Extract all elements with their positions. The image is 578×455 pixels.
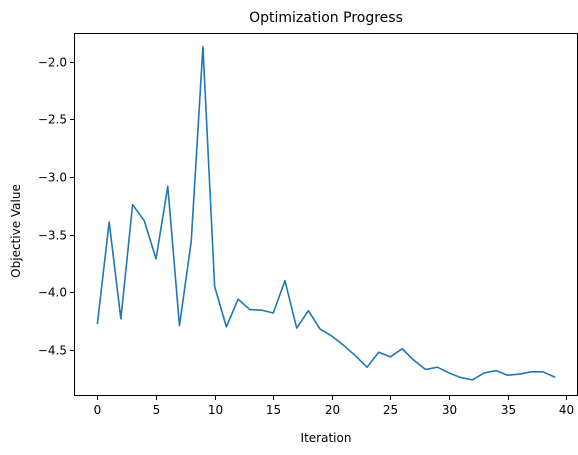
x-tick-label-1: 5 — [153, 403, 161, 417]
x-tick-label-7: 35 — [501, 403, 516, 417]
x-tick-label-0: 0 — [94, 403, 102, 417]
x-tick-label-5: 25 — [383, 403, 398, 417]
axes-frame — [74, 33, 578, 396]
x-tick-label-6: 30 — [442, 403, 457, 417]
x-tick-label-3: 15 — [266, 403, 281, 417]
chart-title: Optimization Progress — [249, 10, 403, 26]
series-line-0 — [96, 46, 556, 381]
plot-area: 0 5 10 15 20 25 30 35 40 −4.5 −4.0 −3.5 −3.0 −2.5 −2.0 — [38, 33, 578, 417]
x-axis-label: Iteration — [301, 431, 352, 445]
y-tick-label-0: −4.5 — [38, 344, 67, 358]
x-tick-label-2: 10 — [208, 403, 223, 417]
y-tick-label-4: −2.5 — [38, 113, 67, 127]
y-tick-label-5: −2.0 — [38, 56, 67, 70]
y-tick-label-3: −3.0 — [38, 171, 67, 185]
y-tick-label-2: −3.5 — [38, 229, 67, 243]
x-tick-label-8: 40 — [559, 403, 574, 417]
y-axis-label: Objective Value — [9, 184, 23, 278]
x-tick-label-4: 20 — [325, 403, 340, 417]
y-tick-label-1: −4.0 — [38, 286, 67, 300]
